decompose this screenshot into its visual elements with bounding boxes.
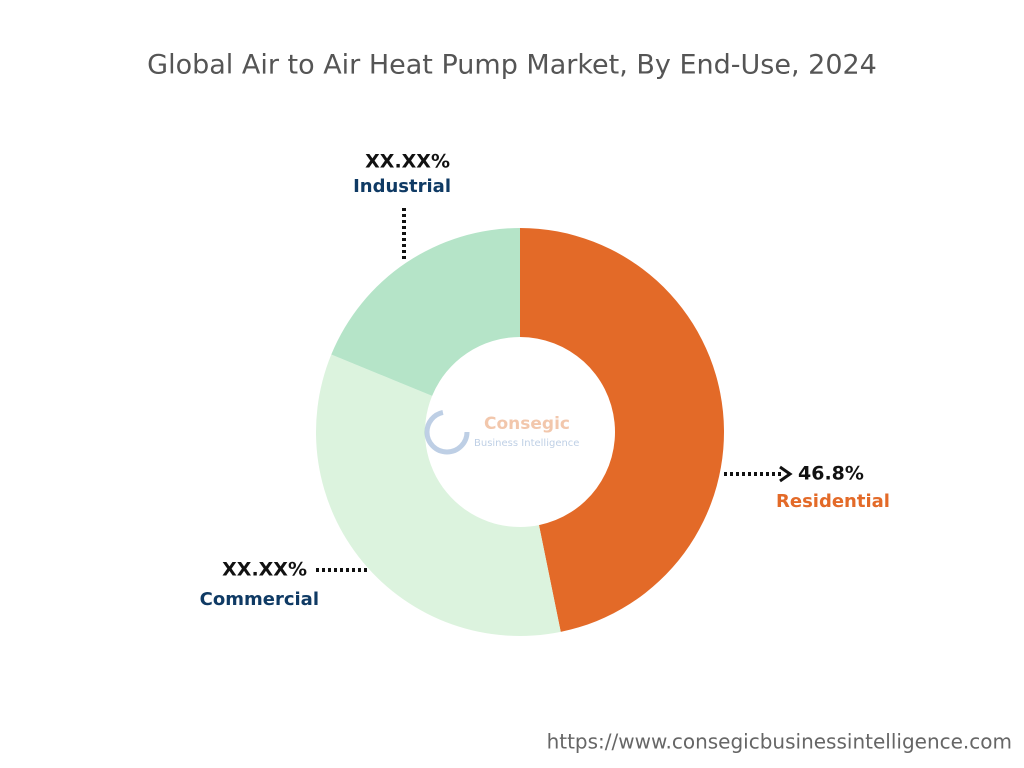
connectors — [316, 208, 793, 572]
source-url: https://www.consegicbusinessintelligence… — [547, 730, 1012, 754]
arrow-head — [779, 465, 793, 483]
value-label: XX.XX% — [365, 151, 450, 173]
watermark: Consegic Business Intelligence — [424, 409, 579, 455]
slice — [315, 354, 561, 637]
value-label: 46.8% — [798, 463, 864, 485]
logo-ring — [424, 409, 470, 455]
value-label: XX.XX% — [222, 559, 307, 581]
slice — [520, 228, 725, 632]
chart-title: Global Air to Air Heat Pump Market, By E… — [147, 50, 877, 81]
logo-tagline: Business Intelligence — [474, 438, 579, 449]
donut — [315, 228, 725, 637]
category-label: Commercial — [200, 589, 319, 610]
logo-name: Consegic — [484, 414, 570, 434]
slice — [331, 228, 520, 396]
category-label: Industrial — [353, 176, 451, 197]
category-label: Residential — [776, 491, 890, 512]
